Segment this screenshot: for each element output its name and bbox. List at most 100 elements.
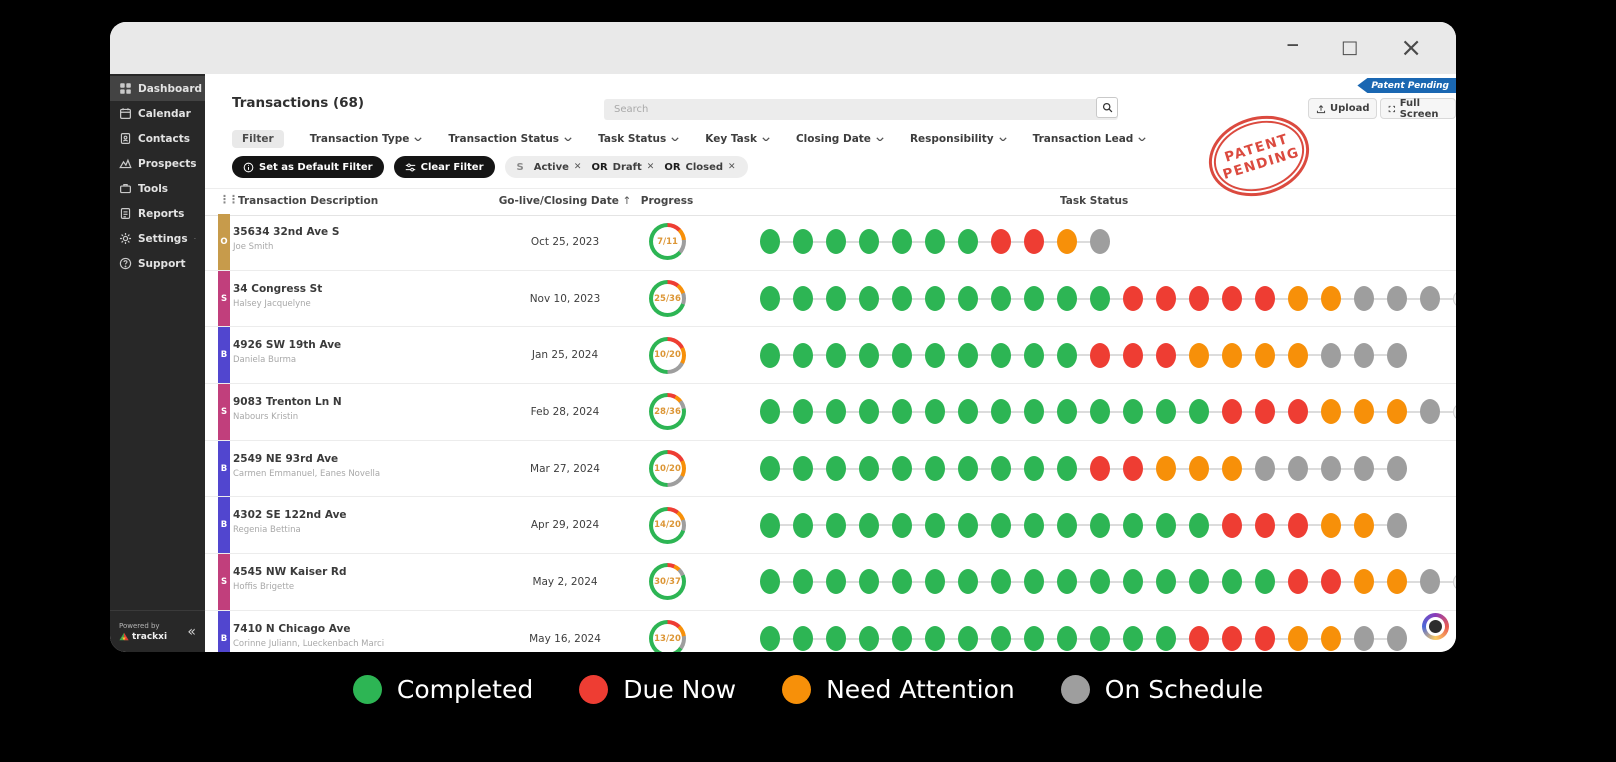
task-dot-completed[interactable] (859, 456, 879, 482)
task-dot-on-schedule[interactable] (1255, 456, 1275, 482)
task-dot-due-now[interactable] (991, 229, 1011, 255)
task-dot-due-now[interactable] (1321, 569, 1341, 595)
task-dot-on-schedule[interactable] (1387, 286, 1407, 312)
task-dot-due-now[interactable] (1222, 626, 1242, 652)
fullscreen-button[interactable]: Full Screen (1380, 98, 1456, 120)
task-dot-completed[interactable] (1057, 626, 1077, 652)
task-dot-on-schedule[interactable] (1420, 569, 1440, 595)
transaction-address[interactable]: 4545 NW Kaiser Rd (233, 566, 347, 579)
sidebar-item-tools[interactable]: Tools (110, 176, 205, 201)
task-dot-due-now[interactable] (1156, 342, 1176, 368)
task-dot-completed[interactable] (958, 569, 978, 595)
task-dot-completed[interactable] (1090, 512, 1110, 538)
header-task-status[interactable]: Task Status (1060, 195, 1129, 207)
task-dot-completed[interactable] (958, 342, 978, 368)
table-row[interactable]: B 4302 SE 122nd Ave Regenia Bettina Apr … (205, 497, 1456, 555)
task-dot-completed[interactable] (859, 399, 879, 425)
sidebar-item-settings[interactable]: Settings (110, 226, 205, 251)
sidebar-item-prospects[interactable]: Prospects (110, 151, 205, 176)
task-dot-completed[interactable] (826, 229, 846, 255)
task-dot-completed[interactable] (1024, 342, 1044, 368)
task-dot-completed[interactable] (991, 626, 1011, 652)
task-dot-completed[interactable] (1123, 512, 1143, 538)
task-dot-completed[interactable] (925, 286, 945, 312)
transaction-address[interactable]: 7410 N Chicago Ave (233, 622, 351, 635)
task-dot-need-attention[interactable] (1222, 456, 1242, 482)
task-dot-completed[interactable] (826, 626, 846, 652)
task-dot-completed[interactable] (1255, 569, 1275, 595)
transaction-address[interactable]: 4302 SE 122nd Ave (233, 509, 347, 522)
task-dot-completed[interactable] (1057, 342, 1077, 368)
task-dot-completed[interactable] (826, 399, 846, 425)
task-dot-completed[interactable] (793, 342, 813, 368)
task-dot-need-attention[interactable] (1057, 229, 1077, 255)
task-dot-need-attention[interactable] (1354, 399, 1374, 425)
task-dot-completed[interactable] (892, 626, 912, 652)
filter-dropdown-task-status[interactable]: Task Status (598, 133, 679, 145)
transaction-address[interactable]: 9083 Trenton Ln N (233, 396, 342, 409)
task-dot-completed[interactable] (991, 342, 1011, 368)
task-dot-completed[interactable] (760, 399, 780, 425)
drag-handle-icon[interactable]: ⋮⋮ (219, 193, 239, 206)
remove-chip-icon[interactable]: ✕ (646, 162, 655, 172)
transaction-address[interactable]: 35634 32nd Ave S (233, 226, 340, 238)
task-dot-completed[interactable] (892, 569, 912, 595)
task-dot-completed[interactable] (1024, 512, 1044, 538)
remove-chip-icon[interactable]: ✕ (728, 162, 736, 172)
task-dot-need-attention[interactable] (1354, 569, 1374, 595)
task-dot-completed[interactable] (760, 512, 780, 538)
task-dot-completed[interactable] (793, 229, 813, 255)
task-dot-on-schedule[interactable] (1420, 399, 1440, 425)
task-dot-completed[interactable] (793, 512, 813, 538)
task-dot-on-schedule[interactable] (1321, 342, 1341, 368)
task-dot-need-attention[interactable] (1288, 286, 1308, 312)
task-dot-completed[interactable] (925, 626, 945, 652)
task-dot-completed[interactable] (760, 456, 780, 482)
task-dot-completed[interactable] (859, 626, 879, 652)
task-dot-due-now[interactable] (1123, 286, 1143, 312)
sidebar-item-dashboard[interactable]: Dashboard (110, 76, 205, 101)
task-dot-completed[interactable] (1090, 626, 1110, 652)
task-dot-completed[interactable] (1189, 399, 1209, 425)
floating-widget-button[interactable] (1422, 613, 1449, 640)
task-dot-due-now[interactable] (1255, 626, 1275, 652)
task-dot-completed[interactable] (1024, 286, 1044, 312)
task-dot-completed[interactable] (826, 512, 846, 538)
task-dot-completed[interactable] (925, 229, 945, 255)
task-dot-on-schedule[interactable] (1288, 456, 1308, 482)
filter-dropdown-transaction-status[interactable]: Transaction Status (448, 133, 572, 145)
more-tasks-button[interactable]: › (1453, 402, 1456, 421)
task-dot-completed[interactable] (826, 569, 846, 595)
task-dot-on-schedule[interactable] (1387, 342, 1407, 368)
task-dot-completed[interactable] (1024, 569, 1044, 595)
transaction-address[interactable]: 4926 SW 19th Ave (233, 339, 342, 352)
task-dot-completed[interactable] (991, 456, 1011, 482)
task-dot-need-attention[interactable] (1288, 342, 1308, 368)
task-dot-due-now[interactable] (1255, 399, 1275, 425)
task-dot-completed[interactable] (892, 456, 912, 482)
task-dot-completed[interactable] (925, 569, 945, 595)
sidebar-item-support[interactable]: Support (110, 251, 205, 276)
task-dot-on-schedule[interactable] (1354, 286, 1374, 312)
task-dot-on-schedule[interactable] (1321, 456, 1341, 482)
task-dot-due-now[interactable] (1189, 286, 1209, 312)
task-dot-completed[interactable] (892, 229, 912, 255)
task-dot-completed[interactable] (1123, 399, 1143, 425)
task-dot-completed[interactable] (958, 399, 978, 425)
task-dot-completed[interactable] (859, 342, 879, 368)
task-dot-completed[interactable] (1156, 512, 1176, 538)
task-dot-completed[interactable] (793, 286, 813, 312)
transaction-address[interactable]: 2549 NE 93rd Ave (233, 452, 339, 465)
table-row[interactable]: B 2549 NE 93rd Ave Carmen Emmanuel, Eane… (205, 440, 1456, 498)
task-dot-due-now[interactable] (1255, 512, 1275, 538)
task-dot-completed[interactable] (925, 512, 945, 538)
task-dot-completed[interactable] (760, 626, 780, 652)
task-dot-due-now[interactable] (1222, 286, 1242, 312)
task-dot-completed[interactable] (958, 626, 978, 652)
task-dot-on-schedule[interactable] (1387, 456, 1407, 482)
set-default-filter-button[interactable]: Set as Default Filter (232, 156, 384, 178)
task-dot-due-now[interactable] (1222, 512, 1242, 538)
task-dot-on-schedule[interactable] (1420, 286, 1440, 312)
task-dot-on-schedule[interactable] (1090, 229, 1110, 255)
task-dot-due-now[interactable] (1288, 569, 1308, 595)
